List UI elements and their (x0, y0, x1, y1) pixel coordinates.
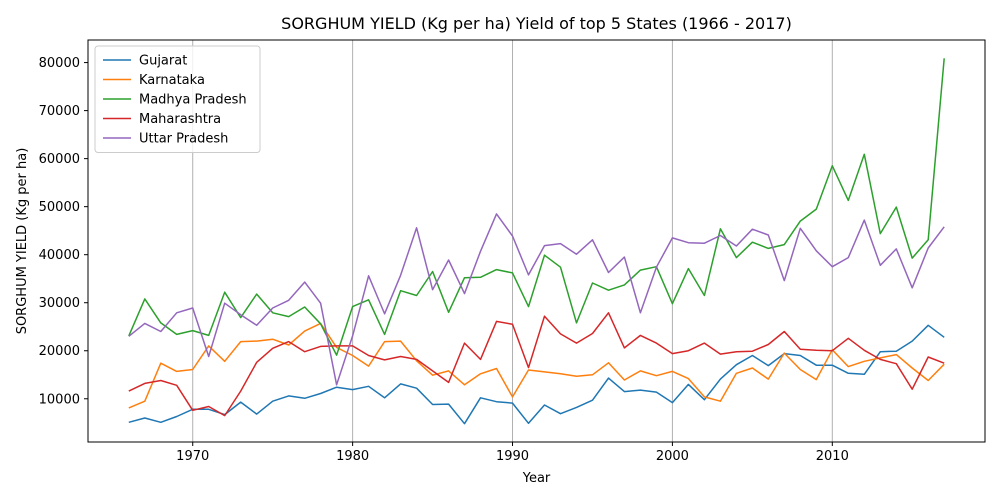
plot-frame (87, 39, 986, 443)
x-tick-label: 1980 (336, 449, 369, 464)
series-line-karnataka (128, 322, 945, 409)
chart-title: SORGHUM YIELD (Kg per ha) Yield of top 5… (281, 14, 792, 33)
legend-label: Uttar Pradesh (139, 132, 228, 147)
legend-label: Madhya Pradesh (139, 93, 247, 108)
series-line-madhya-pradesh (128, 58, 945, 356)
y-tick-label: 70000 (39, 104, 80, 119)
y-tick-label: 30000 (39, 296, 80, 311)
x-tick-label: 2000 (656, 449, 689, 464)
y-tick-label: 50000 (39, 200, 80, 215)
x-axis-label: Year (522, 471, 551, 486)
x-tick-label: 2010 (816, 449, 849, 464)
y-tick-label: 40000 (39, 248, 80, 263)
y-tick-label: 20000 (39, 344, 80, 359)
series-line-maharashtra (128, 312, 945, 417)
y-tick-label: 60000 (39, 152, 80, 167)
y-tick-label: 10000 (39, 392, 80, 407)
legend-label: Karnataka (139, 73, 205, 88)
y-axis: 10000 20000 30000 40000 50000 60000 70000 80000 (39, 56, 88, 407)
y-tick-label: 80000 (39, 56, 80, 71)
x-tick-label: 1990 (496, 449, 529, 464)
series-lines (128, 58, 945, 425)
legend: Gujarat Karnataka Madhya Pradesh Maharashtr… (94, 45, 261, 153)
legend-label: Gujarat (139, 54, 187, 69)
x-tick-label: 1970 (176, 449, 209, 464)
x-axis: 1970 1980 1990 2000 2010 (176, 442, 849, 464)
legend-box (94, 45, 261, 153)
legend-label: Maharashtra (139, 112, 221, 127)
series-line-uttar-pradesh (128, 213, 945, 386)
y-axis-label: SORGHUM YIELD (Kg per ha) (15, 148, 30, 335)
series-line-gujarat (128, 324, 945, 425)
